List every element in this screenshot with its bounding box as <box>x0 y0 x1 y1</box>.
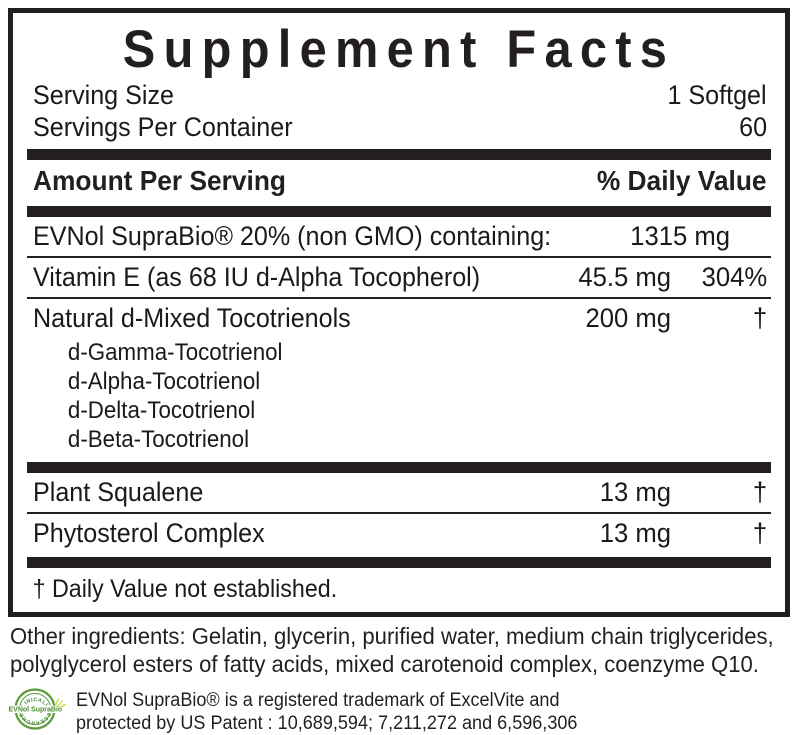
table-row: Natural d-Mixed Tocotrienols 200 mg † <box>27 299 771 338</box>
amount-per-serving-header: Amount Per Serving <box>33 165 287 196</box>
trademark-notice: CLINICALLY RESEARCHED EVNol SupraBio EVN… <box>8 686 798 735</box>
serving-size-row: Serving Size 1 Softgel <box>27 79 771 111</box>
nutrient-name: Vitamin E (as 68 IU d-Alpha Tocopherol) <box>33 262 481 292</box>
divider-bar-mid <box>27 462 771 473</box>
trademark-line-2: protected by US Patent : 10,689,594; 7,2… <box>76 713 578 734</box>
trademark-text: EVNol SupraBio® is a registered trademar… <box>76 686 604 735</box>
nutrient-amount: 45.5 mg <box>578 262 671 292</box>
nutrient-daily-value: † <box>752 518 768 548</box>
table-row: Plant Squalene 13 mg † <box>27 473 771 512</box>
table-row: EVNol SupraBio® 20% (non GMO) containing… <box>27 217 771 256</box>
row-separator <box>27 297 771 299</box>
daily-value-header: % Daily Value <box>597 165 767 196</box>
nutrient-amount: 1315 mg <box>630 221 731 251</box>
nutrient-name: Natural d-Mixed Tocotrienols <box>33 303 351 333</box>
table-row: Phytosterol Complex 13 mg † <box>27 514 771 553</box>
evnol-suprabio-logo: CLINICALLY RESEARCHED EVNol SupraBio <box>8 686 68 732</box>
other-ingredients-block: Other ingredients: Gelatin, glycerin, pu… <box>10 622 792 678</box>
nutrient-daily-value: † <box>752 303 768 333</box>
nutrient-amount: 13 mg <box>599 477 671 507</box>
daily-value-footnote: † Daily Value not established. <box>32 575 338 603</box>
divider-bar-footnote <box>27 557 771 568</box>
nutrient-name: Plant Squalene <box>33 477 204 507</box>
divider-bar-header <box>27 206 771 217</box>
nutrient-daily-value: † <box>735 220 800 253</box>
other-ingredients-line-1: Other ingredients: Gelatin, glycerin, pu… <box>10 623 774 649</box>
nutrient-amount: 200 mg <box>585 303 671 333</box>
clinically-researched-badge-icon: CLINICALLY RESEARCHED EVNol SupraBio <box>8 688 66 730</box>
row-separator <box>27 256 771 258</box>
list-item: d-Gamma-Tocotrienol <box>67 339 283 366</box>
row-separator <box>27 512 771 514</box>
list-item: d-Alpha-Tocotrienol <box>67 368 261 395</box>
servings-per-container-value: 60 <box>739 112 767 142</box>
servings-per-container-row: Servings Per Container 60 <box>27 111 771 143</box>
serving-size-value: 1 Softgel <box>667 80 767 110</box>
list-item: d-Delta-Tocotrienol <box>67 397 256 424</box>
supplement-facts-inner: Supplement Facts Serving Size 1 Softgel … <box>13 13 785 612</box>
serving-size-label: Serving Size <box>33 80 174 110</box>
table-row: Vitamin E (as 68 IU d-Alpha Tocopherol) … <box>27 258 771 297</box>
divider-bar-top <box>27 149 771 160</box>
trademark-line-1: EVNol SupraBio® is a registered trademar… <box>76 690 560 711</box>
servings-per-container-label: Servings Per Container <box>33 112 293 142</box>
nutrient-daily-value: 304% <box>701 262 768 292</box>
nutrient-daily-value: † <box>752 477 768 507</box>
tocotrienol-subitem-list: d-Gamma-Tocotrienol d-Alpha-Tocotrienol … <box>27 338 771 460</box>
list-item: d-Beta-Tocotrienol <box>67 426 250 453</box>
supplement-facts-panel: Supplement Facts Serving Size 1 Softgel … <box>8 8 790 617</box>
nutrient-name: Phytosterol Complex <box>33 518 265 548</box>
logo-brand-text: EVNol SupraBio <box>9 706 63 713</box>
other-ingredients-line-2: polyglycerol esters of fatty acids, mixe… <box>10 651 759 677</box>
column-headers: Amount Per Serving % Daily Value <box>27 160 771 201</box>
nutrient-amount: 13 mg <box>599 518 671 548</box>
nutrient-name: EVNol SupraBio® 20% (non GMO) containing… <box>33 221 552 251</box>
page-title: Supplement Facts <box>122 20 676 79</box>
